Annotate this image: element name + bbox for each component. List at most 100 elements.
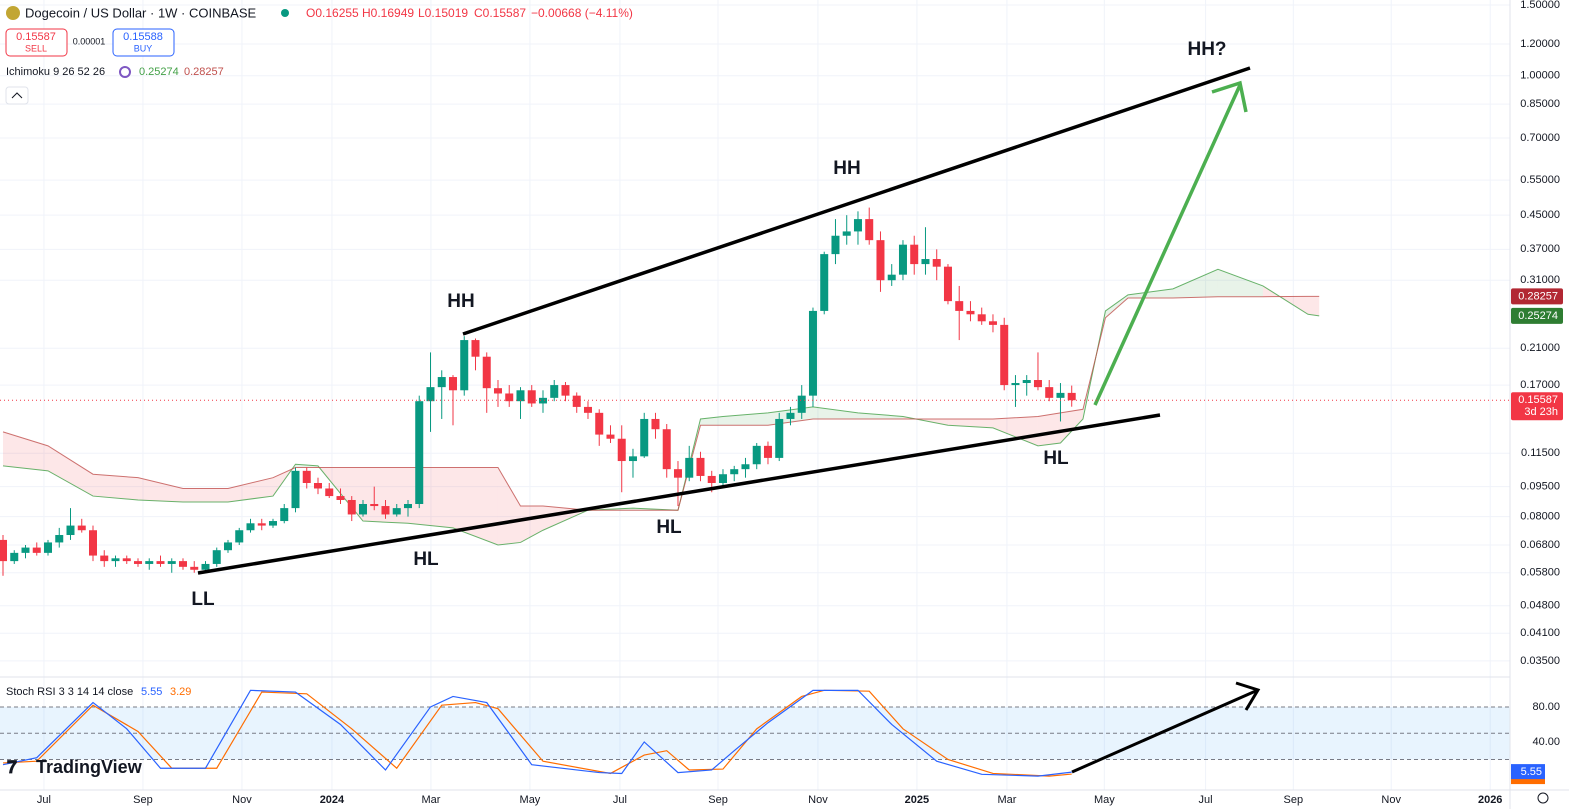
y-tick-label: 0.04800: [1520, 600, 1560, 612]
candle-body: [988, 321, 997, 325]
candle-body: [291, 470, 300, 509]
candle-body: [505, 393, 514, 402]
candle-body: [831, 235, 840, 255]
candle-body: [122, 558, 131, 562]
ohlc-change: −0.00668 (−4.11%): [531, 6, 633, 20]
candle-body: [167, 561, 176, 564]
cloud-fill: [497, 467, 521, 545]
candle-body: [853, 219, 862, 232]
cloud-fill: [48, 445, 94, 497]
buy-button[interactable]: [112, 28, 175, 57]
candle-body: [865, 219, 874, 241]
candle-body: [437, 377, 446, 388]
cloud-fill: [520, 506, 543, 543]
x-tick-label: Sep: [708, 794, 728, 806]
y-tick-label: 0.09500: [1520, 481, 1560, 493]
annotation: HH: [833, 158, 860, 179]
candle-body: [133, 561, 142, 564]
candle-body: [932, 259, 941, 267]
candle-body: [403, 504, 412, 509]
y-tick-label: 0.05800: [1520, 567, 1560, 579]
candle-body: [1067, 392, 1076, 401]
candle-body: [100, 555, 109, 562]
candle-body: [370, 504, 379, 507]
candle-body: [156, 561, 165, 564]
symbol-title[interactable]: Dogecoin / US Dollar · 1W · COINBASE: [25, 5, 257, 20]
countdown: 3d 23h: [1524, 406, 1558, 418]
cloud-fill: [1307, 296, 1320, 316]
ohlc-open: O0.16255: [306, 6, 359, 20]
y-tick-label: 1.50000: [1520, 0, 1560, 11]
candle-body: [842, 231, 851, 236]
candle-body: [775, 418, 784, 458]
cloud-fill: [1172, 269, 1218, 298]
x-tick-label: 2024: [320, 794, 345, 806]
y-tick-label: 1.00000: [1520, 70, 1560, 82]
candle-body: [628, 456, 637, 462]
x-tick-label: Sep: [1284, 794, 1304, 806]
candle-body: [718, 474, 727, 483]
annotation: HL: [413, 549, 439, 570]
cloud-fill: [182, 488, 228, 502]
y-tick-label: 0.08000: [1520, 511, 1560, 523]
resistance-line: [462, 66, 1251, 336]
collapse-button[interactable]: [5, 86, 29, 105]
candle-body: [921, 259, 930, 265]
x-tick-label: May: [1094, 794, 1115, 806]
stoch-name: Stoch RSI 3 3 14 14 close: [6, 686, 133, 698]
candle-body: [381, 506, 390, 515]
candles: [0, 207, 1076, 576]
y-tick-label: 1.20000: [1520, 38, 1560, 50]
x-tick-label: Sep: [133, 794, 153, 806]
candle-body: [313, 482, 322, 489]
candle-body: [752, 445, 761, 465]
annotation: HH: [447, 291, 474, 312]
settings-icon[interactable]: [1537, 792, 1549, 804]
candle-body: [685, 457, 694, 478]
candle-body: [212, 550, 221, 564]
x-tick-label: Nov: [808, 794, 828, 806]
candle-body: [561, 385, 570, 396]
candle-body: [10, 552, 19, 562]
candle-body: [516, 390, 525, 402]
cloud-fill: [1060, 409, 1083, 443]
candle-body: [550, 385, 559, 398]
cloud-fill: [1037, 412, 1061, 446]
candle-body: [257, 523, 266, 526]
candle-body: [460, 340, 469, 391]
candle-body: [583, 406, 592, 413]
candle-body: [527, 390, 536, 404]
sell-label: SELL: [25, 43, 47, 53]
x-tick-label: May: [520, 794, 541, 806]
sell-price: 0.15587: [16, 31, 56, 43]
y-tick-label: 0.04100: [1520, 627, 1560, 639]
candle-body: [606, 434, 615, 439]
x-tick-label: 2025: [905, 794, 929, 806]
candle-body: [223, 542, 232, 551]
annotation: HL: [1043, 448, 1069, 469]
y-tick-label: 0.11500: [1521, 447, 1560, 459]
y-tick-label: 40.00: [1532, 736, 1560, 748]
arrow-head: [1211, 80, 1248, 113]
cloud-fill: [93, 474, 138, 500]
price-tag: [1511, 307, 1563, 324]
y-tick-label: 0.31000: [1520, 274, 1560, 286]
indicator-icon[interactable]: [119, 66, 131, 78]
cloud-fill: [227, 477, 273, 502]
ichimoku-value-b: 0.28257: [184, 66, 224, 78]
candle-body: [493, 388, 502, 394]
stoch-k-line: [2, 689, 1072, 777]
x-tick-label: Jul: [1199, 794, 1213, 806]
y-tick-label: 0.21000: [1520, 342, 1560, 354]
coin-icon: [6, 6, 20, 20]
candle-body: [673, 469, 682, 478]
candle-body: [358, 504, 367, 515]
stoch-pane: [0, 689, 1510, 777]
candle-body: [876, 240, 885, 281]
candle-body: [595, 412, 604, 435]
candle-body: [1011, 383, 1020, 386]
candle-body: [966, 310, 975, 315]
sell-button[interactable]: [5, 28, 68, 57]
candle-body: [77, 525, 86, 531]
